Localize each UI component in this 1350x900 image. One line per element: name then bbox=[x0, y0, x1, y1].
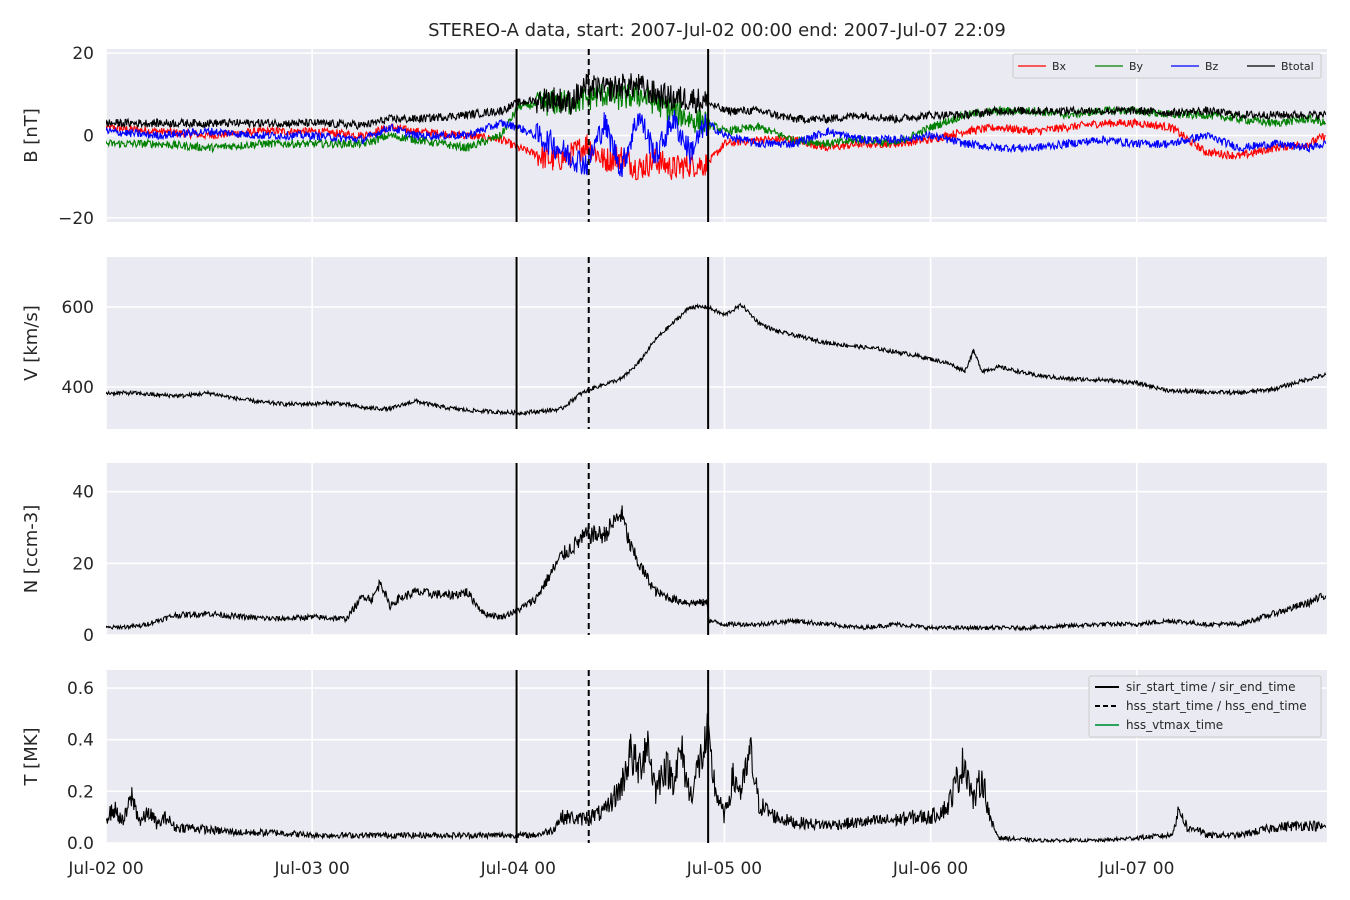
panel-background bbox=[106, 257, 1327, 429]
legend-label: hss_start_time / hss_end_time bbox=[1126, 699, 1307, 713]
x-tick-label: Jul-04 00 bbox=[480, 859, 556, 879]
x-tick-label: Jul-07 00 bbox=[1098, 859, 1174, 879]
y-axis-label: T [MK] bbox=[21, 727, 42, 786]
legend-label: Bx bbox=[1052, 60, 1067, 73]
series-line-btotal bbox=[106, 73, 1327, 131]
y-tick-label: 0.0 bbox=[67, 834, 94, 854]
series-line-bz bbox=[106, 110, 1327, 178]
y-tick-label: 0 bbox=[83, 127, 94, 147]
y-tick-label: 600 bbox=[62, 298, 94, 318]
legend: sir_start_time / sir_end_time hss_start_t… bbox=[1088, 675, 1322, 738]
y-tick-label: 40 bbox=[72, 483, 94, 503]
chart-title: STEREO-A data, start: 2007-Jul-02 00:00 … bbox=[428, 20, 1006, 41]
series-group bbox=[106, 302, 1327, 417]
legend-label: By bbox=[1129, 60, 1144, 73]
y-tick-label: 0 bbox=[83, 626, 94, 646]
panel-1: 400 600 V [km/s] bbox=[21, 257, 1327, 429]
x-tick-label: Jul-02 00 bbox=[67, 859, 143, 879]
x-tick-label: Jul-06 00 bbox=[892, 859, 968, 879]
x-tick-label: Jul-03 00 bbox=[273, 859, 349, 879]
series-group bbox=[106, 505, 1327, 632]
panel-background bbox=[106, 463, 1327, 635]
y-tick-label: 400 bbox=[62, 378, 94, 398]
series-line-by bbox=[106, 81, 1327, 154]
panel-2: 0 20 40 N [ccm-3] bbox=[21, 463, 1327, 646]
legend-label: hss_vtmax_time bbox=[1126, 718, 1223, 732]
y-tick-label: 0.2 bbox=[67, 782, 94, 802]
y-tick-label: 20 bbox=[72, 44, 94, 64]
legend-label: Bz bbox=[1205, 60, 1219, 73]
y-tick-label: 0.6 bbox=[67, 679, 94, 699]
y-tick-label: 0.4 bbox=[67, 731, 94, 751]
series-line bbox=[106, 505, 1327, 632]
panels: −20 0 20 B [nT] Bx By Bz Btotal 400 600 V [km/s] 0 2… bbox=[21, 44, 1327, 854]
series-line bbox=[106, 713, 1327, 843]
y-axis-label: B [nT] bbox=[21, 108, 42, 163]
y-tick-label: 20 bbox=[72, 554, 94, 574]
legend-label: sir_start_time / sir_end_time bbox=[1126, 680, 1296, 694]
x-tick-label: Jul-05 00 bbox=[686, 859, 762, 879]
panel-0: −20 0 20 B [nT] Bx By Bz Btotal bbox=[21, 44, 1327, 229]
series-line bbox=[106, 302, 1327, 417]
x-axis: Jul-02 00 Jul-03 00 Jul-04 00 Jul-05 00 Jul-… bbox=[67, 859, 1174, 879]
legend-frame bbox=[1012, 53, 1322, 79]
legend: Bx By Bz Btotal bbox=[1012, 53, 1322, 79]
y-axis-label: N [ccm-3] bbox=[21, 505, 42, 594]
legend-frame bbox=[1088, 675, 1322, 738]
series-line-bx bbox=[106, 117, 1326, 181]
panel-3: 0.0 0.2 0.4 0.6 T [MK] sir_start_time / sir_e… bbox=[21, 670, 1327, 854]
y-axis-label: V [km/s] bbox=[21, 305, 42, 380]
legend-label: Btotal bbox=[1281, 60, 1314, 73]
y-tick-label: −20 bbox=[58, 209, 94, 229]
series-group bbox=[106, 713, 1327, 843]
series-group bbox=[106, 73, 1327, 181]
